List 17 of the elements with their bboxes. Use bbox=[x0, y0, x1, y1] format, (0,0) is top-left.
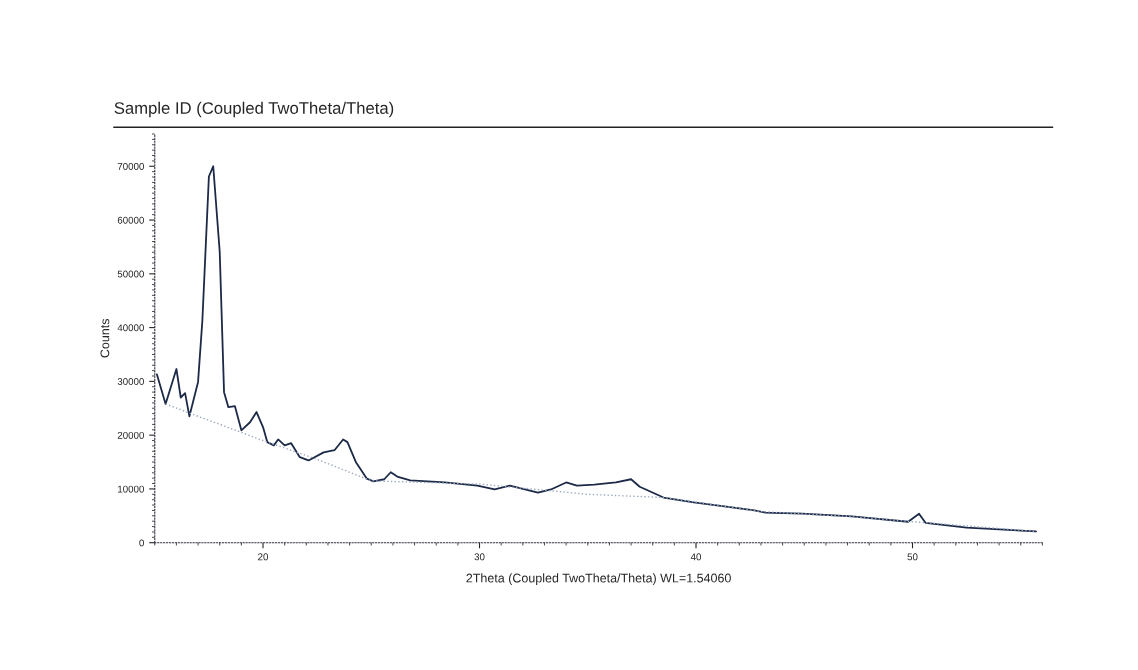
y-tick-label: 60000 bbox=[117, 216, 144, 224]
x-tick-label: 30 bbox=[474, 553, 485, 561]
chart-title: Sample ID (Coupled TwoTheta/Theta) bbox=[114, 101, 394, 118]
y-tick-label: 40000 bbox=[117, 324, 144, 332]
y-tick-label: 30000 bbox=[117, 378, 144, 385]
x-tick-label: 40 bbox=[690, 553, 702, 561]
y-axis-title: Counts bbox=[100, 319, 110, 358]
x-axis-title: 2Theta (Coupled TwoTheta/Theta) WL=1.54060 bbox=[466, 573, 731, 585]
y-tick-label: 10000 bbox=[118, 485, 144, 493]
x-tick-label: 20 bbox=[258, 553, 269, 561]
line-series bbox=[156, 165, 1037, 533]
x-tick-label: 50 bbox=[907, 553, 918, 561]
y-tick-label: 0 bbox=[139, 539, 144, 547]
line-series bbox=[164, 403, 1037, 533]
y-tick-label: 70000 bbox=[117, 163, 144, 170]
y-tick-label: 20000 bbox=[117, 431, 144, 439]
y-tick-label: 50000 bbox=[117, 270, 144, 278]
